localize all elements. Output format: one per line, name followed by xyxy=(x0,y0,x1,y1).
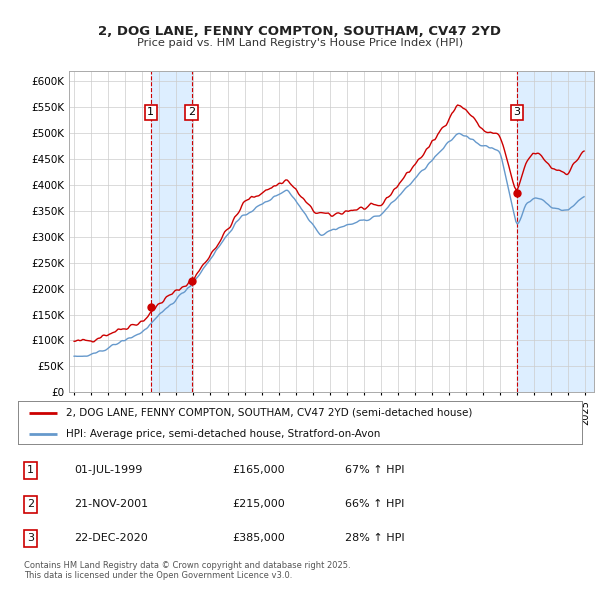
Text: 21-NOV-2001: 21-NOV-2001 xyxy=(74,499,149,509)
Text: 66% ↑ HPI: 66% ↑ HPI xyxy=(345,499,404,509)
Text: Price paid vs. HM Land Registry's House Price Index (HPI): Price paid vs. HM Land Registry's House … xyxy=(137,38,463,48)
Text: 2, DOG LANE, FENNY COMPTON, SOUTHAM, CV47 2YD: 2, DOG LANE, FENNY COMPTON, SOUTHAM, CV4… xyxy=(98,25,502,38)
Text: 2, DOG LANE, FENNY COMPTON, SOUTHAM, CV47 2YD (semi-detached house): 2, DOG LANE, FENNY COMPTON, SOUTHAM, CV4… xyxy=(66,408,472,418)
Text: 3: 3 xyxy=(27,533,34,543)
Text: 01-JUL-1999: 01-JUL-1999 xyxy=(74,466,143,475)
Text: 1: 1 xyxy=(27,466,34,475)
Text: 28% ↑ HPI: 28% ↑ HPI xyxy=(345,533,405,543)
Text: 67% ↑ HPI: 67% ↑ HPI xyxy=(345,466,404,475)
Text: 22-DEC-2020: 22-DEC-2020 xyxy=(74,533,148,543)
Text: 1: 1 xyxy=(148,107,154,117)
Text: Contains HM Land Registry data © Crown copyright and database right 2025.
This d: Contains HM Land Registry data © Crown c… xyxy=(24,560,350,580)
Text: 3: 3 xyxy=(513,107,520,117)
Text: HPI: Average price, semi-detached house, Stratford-on-Avon: HPI: Average price, semi-detached house,… xyxy=(66,430,380,440)
Text: £385,000: £385,000 xyxy=(232,533,285,543)
Bar xyxy=(517,71,594,392)
Text: £165,000: £165,000 xyxy=(232,466,285,475)
Bar xyxy=(151,71,191,392)
Text: £215,000: £215,000 xyxy=(232,499,285,509)
Text: 2: 2 xyxy=(188,107,195,117)
Text: 2: 2 xyxy=(27,499,34,509)
